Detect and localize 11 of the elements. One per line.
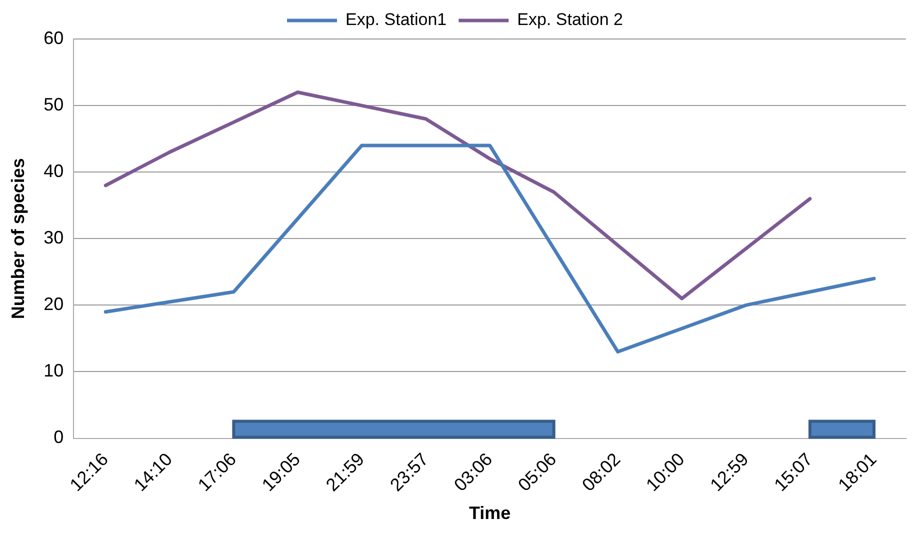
y-tick-label: 30 — [44, 228, 64, 248]
y-tick-label: 0 — [54, 427, 64, 448]
y-tick-label: 50 — [44, 94, 64, 115]
x-axis-title: Time — [468, 503, 511, 524]
y-tick-label: 10 — [44, 360, 64, 381]
y-axis-title: Number of species — [8, 158, 28, 320]
y-tick-label: 40 — [44, 161, 64, 182]
y-tick-label: 60 — [44, 28, 64, 48]
y-tick-label: 20 — [44, 294, 64, 314]
legend-label: Exp. Station1 — [346, 10, 447, 30]
legend-label: Exp. Station 2 — [517, 10, 623, 30]
